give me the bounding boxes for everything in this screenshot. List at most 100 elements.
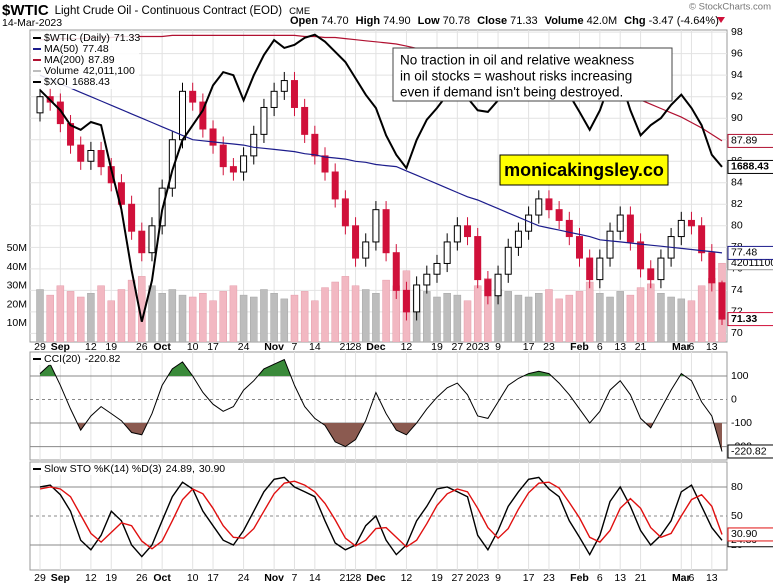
y-tick-label: 50 [731,510,743,522]
volume-tick-label: 50M [7,242,27,254]
candle-body [219,144,227,168]
y-tick-label: 80 [731,481,743,493]
x-tick-label: 10 [187,341,199,353]
x-tick-label: 21 [635,341,647,353]
candle-body [626,214,634,243]
cci-fill [40,359,722,376]
watermark-box [499,154,669,186]
volume-bar [87,293,95,342]
x-tick-label: 27 [451,341,463,353]
volume-bar [148,285,156,342]
line-series [39,74,723,254]
x-tick-label: 21 [635,572,647,584]
y-tick-label: 92 [731,90,743,102]
candle-body [402,289,410,313]
quote-label: Close [477,15,507,27]
candle-body [606,230,614,259]
volume-bar [56,285,65,342]
x-tick-label: Oct [153,341,171,353]
candle-body [392,252,400,291]
volume-bar [117,289,126,342]
candle-body [413,284,421,313]
annotation-box [392,47,673,102]
x-tick-label: Feb [570,572,589,584]
quote-value: 74.90 [383,15,411,27]
candle-body [586,257,594,281]
value-tag: 77.48 [731,247,757,259]
x-tick-label: Sep [51,572,70,584]
x-tick-label: Dec [366,572,385,584]
candle-body [280,80,288,92]
candle-body [382,209,390,254]
x-tick-label: 24 [238,341,250,353]
candle-body [565,219,573,238]
x-tick-label: Mar [672,341,691,353]
x-tick-label: 2023 [466,572,490,584]
x-tick-label: 13 [706,341,718,353]
candle-body [453,225,461,243]
x-tick-label: 19 [431,341,443,353]
volume-bar [250,296,258,342]
volume-bar [311,300,319,342]
value-tag: -220.82 [731,445,767,457]
x-tick-label: 6 [597,341,603,353]
volume-bar [524,296,533,342]
candle-body [270,90,278,108]
x-tick-label: 21 [340,572,352,584]
volume-bar [107,300,116,342]
x-tick-label: 12 [85,341,97,353]
candle-body [637,241,645,270]
volume-bar [290,294,299,342]
candle-body [138,230,146,254]
x-tick-label: 26 [136,572,148,584]
candle-body [260,106,268,135]
volume-bar [423,291,431,342]
exchange: CME [289,6,310,17]
value-tag: 30.90 [731,528,757,540]
candle-body [657,257,665,281]
volume-bar [76,296,85,342]
volume-bar [372,293,380,342]
x-tick-label: 12 [85,572,97,584]
quote-label: Open [290,15,318,27]
legend-box [31,463,221,475]
volume-bar [300,291,309,342]
legend-text: 71.33 [114,32,140,44]
candle-body [718,282,726,320]
candle-body [250,133,258,157]
candle-body [311,133,319,157]
y-tick-label: 100 [731,370,749,382]
quote-value: 70.78 [443,15,471,27]
x-tick-label: Dec [366,341,385,353]
candle-body [443,241,451,264]
candle-body [117,182,125,205]
x-tick-label: 7 [292,572,298,584]
x-tick-label: 17 [523,572,535,584]
x-tick-label: 21 [340,341,352,353]
candle-body [433,262,441,275]
volume-bar [97,285,105,342]
volume-bar [473,285,482,342]
symbol: $WTIC [2,2,49,19]
volume-bar [616,291,624,342]
volume-bar [646,283,655,342]
line-series [39,358,723,452]
value-tag-box [727,527,773,542]
x-tick-label: 19 [431,572,443,584]
candle-body [87,149,95,162]
y-tick-label: 98 [731,26,743,38]
volume-bar [229,285,238,342]
volume-bar [127,279,136,342]
volume-bar [270,293,278,342]
panel-frame [29,351,728,461]
volume-tick-label: 40M [7,261,27,273]
volume-bar [66,291,75,342]
date: 14-Mar-2023 [2,17,62,29]
x-tick-label: 6 [597,572,603,584]
y-tick-label: -100 [731,417,752,429]
volume-bar [341,276,350,342]
header-title: $WTIC Light Crude Oil - Continuous Contr… [2,2,310,19]
x-tick-label: 23 [543,341,555,353]
line-series [39,480,723,550]
